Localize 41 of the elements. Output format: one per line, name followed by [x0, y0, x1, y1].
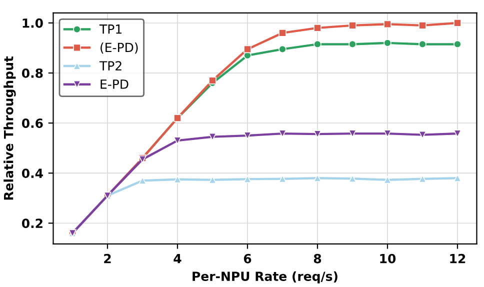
x-tick-label: 6: [244, 254, 252, 264]
point: [314, 24, 322, 32]
point: [418, 22, 426, 30]
point: [454, 40, 462, 48]
point: [454, 130, 462, 138]
legend-label: TP2: [99, 61, 122, 70]
point: [348, 22, 356, 30]
point: [314, 40, 322, 48]
point: [244, 175, 252, 184]
point: [244, 45, 252, 54]
point: [454, 19, 462, 27]
point: [384, 39, 392, 47]
y-tick-label: 0.8: [22, 68, 43, 78]
legend-label: (E-PD): [100, 42, 138, 54]
y-axis-title: Relative Throughput: [4, 56, 16, 200]
point: [384, 176, 392, 184]
point: [454, 174, 462, 182]
legend-label: E-PD: [100, 80, 128, 89]
x-tick-label: 8: [314, 254, 322, 264]
point: [384, 130, 392, 138]
y-tick-label: 0.4: [22, 168, 43, 178]
x-tick-label: 10: [380, 254, 396, 264]
x-tick-label: 4: [174, 254, 182, 264]
y-tick-label: 0.2: [22, 218, 42, 228]
y-tick-label: 1.0: [22, 18, 43, 28]
x-tick-label: 12: [450, 254, 466, 264]
y-tick-label: 0.6: [22, 118, 43, 128]
point: [314, 130, 322, 138]
point: [208, 76, 216, 84]
point: [314, 174, 322, 182]
point: [384, 20, 392, 28]
point: [174, 175, 182, 184]
point: [244, 132, 252, 140]
point: [418, 40, 426, 48]
x-axis-title: Per-NPU Rate (req/s): [192, 271, 338, 284]
point: [174, 136, 182, 144]
x-tick-label: 2: [104, 254, 111, 264]
legend-label: TP1: [99, 24, 122, 34]
point: [278, 45, 286, 54]
point: [278, 29, 286, 37]
point: [348, 40, 356, 48]
